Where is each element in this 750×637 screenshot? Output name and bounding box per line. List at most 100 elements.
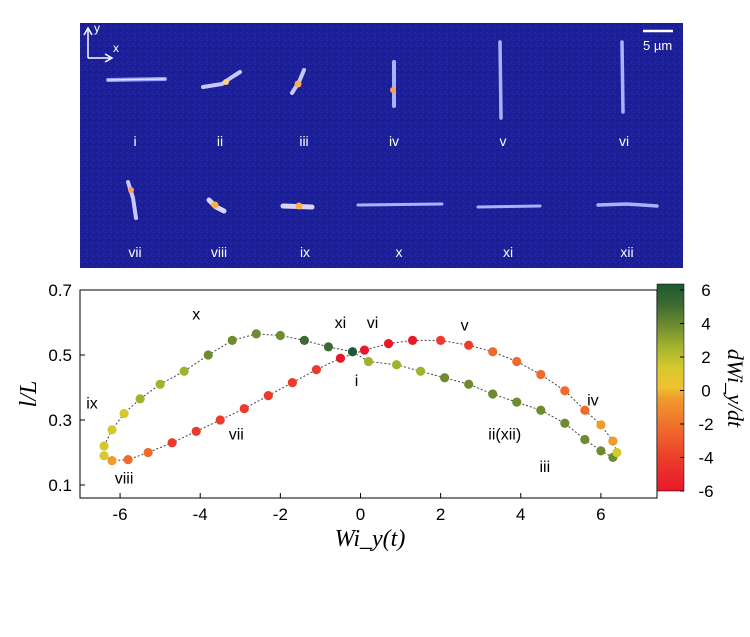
data-point xyxy=(203,350,213,360)
frame-label: xii xyxy=(620,244,633,260)
frame-label: x xyxy=(396,244,403,260)
frame-labels-row2: vii viii ix x xi xii xyxy=(128,244,633,260)
data-point xyxy=(407,335,418,345)
axes-indicator xyxy=(83,26,114,63)
data-point xyxy=(383,339,394,349)
data-point xyxy=(560,418,570,428)
axis-x-letter: x xyxy=(113,41,119,55)
frame-label: vi xyxy=(619,133,629,149)
data-point xyxy=(107,425,117,435)
frame-label: ix xyxy=(300,244,310,260)
data-point xyxy=(596,420,606,430)
strand-vi xyxy=(620,40,625,114)
axis-y-letter: y xyxy=(94,21,100,35)
data-point xyxy=(440,373,450,383)
data-point xyxy=(179,366,189,376)
data-point xyxy=(311,365,322,375)
x-tick-label: 0 xyxy=(356,505,365,524)
point-annotation: xi xyxy=(335,315,347,332)
data-point xyxy=(580,405,590,415)
scale-bar-label: 5 µm xyxy=(643,38,672,53)
colorbar: -6 -4 -2 0 2 4 6 dWi_y/dt xyxy=(656,281,748,501)
x-tick-label: -2 xyxy=(273,505,288,524)
data-point xyxy=(275,330,285,341)
polymer-strands xyxy=(106,40,659,220)
data-point xyxy=(612,447,622,458)
data-point xyxy=(488,389,498,399)
data-point xyxy=(135,394,145,404)
x-tick-label: 4 xyxy=(516,505,525,524)
point-annotation: viii xyxy=(115,470,134,487)
data-point xyxy=(263,391,273,401)
frame-label: vii xyxy=(128,244,141,260)
data-point xyxy=(215,415,225,425)
point-annotation: ii(xii) xyxy=(488,427,521,444)
data-point xyxy=(323,342,334,352)
colorbar-gradient xyxy=(656,283,685,492)
trajectory-line xyxy=(103,333,618,462)
data-point xyxy=(155,379,165,389)
data-point xyxy=(107,456,117,466)
data-point xyxy=(119,408,129,419)
data-point xyxy=(227,335,237,345)
y-axis-label: l/L xyxy=(16,381,42,408)
data-point xyxy=(512,397,522,407)
colorbar-label: dWi_y/dt xyxy=(723,349,748,428)
data-point xyxy=(287,378,297,388)
plot-panel: -6 -4 -2 0 2 4 6 0.10.30.50.7 xxi vi viixviiviii… xyxy=(16,281,658,552)
point-annotation: v xyxy=(461,318,469,335)
x-arrow-head xyxy=(104,53,114,63)
colorbar-tick-label: -4 xyxy=(698,449,713,468)
x-axis-label: Wi_y(t) xyxy=(335,526,406,552)
data-point xyxy=(363,356,374,367)
data-point xyxy=(99,451,109,461)
data-point xyxy=(299,335,309,345)
data-point xyxy=(536,405,546,415)
frame-label: xi xyxy=(503,244,513,260)
strand-v xyxy=(498,40,503,120)
colorbar-tick-label: 2 xyxy=(701,348,710,367)
data-point xyxy=(143,447,153,458)
data-point xyxy=(464,379,474,389)
micrograph-panel: y x 5 µm i ii xyxy=(80,21,683,268)
data-point xyxy=(512,356,522,367)
colorbar-tick-label: -6 xyxy=(698,482,713,501)
data-point xyxy=(335,353,346,363)
frame-label: viii xyxy=(211,244,227,260)
strand-xii xyxy=(596,202,659,208)
y-arrow-head xyxy=(83,26,93,36)
data-point xyxy=(251,329,261,339)
point-annotation: x xyxy=(192,306,200,323)
point-annotation: vii xyxy=(229,427,244,444)
frame-label: i xyxy=(133,133,136,149)
point-annotation: vi xyxy=(367,315,379,332)
frame-label: v xyxy=(500,133,507,149)
data-point xyxy=(436,335,446,345)
colorbar-tick-label: 6 xyxy=(701,281,710,300)
micrograph-background xyxy=(80,23,683,268)
y-axis-ticks: 0.1 0.3 0.5 0.7 xyxy=(48,281,85,495)
data-point xyxy=(560,386,570,396)
data-point xyxy=(536,369,546,380)
colorbar-tick-label: 4 xyxy=(701,315,710,334)
strand-x xyxy=(356,202,444,207)
x-tick-label: 6 xyxy=(596,505,605,524)
colorbar-tick-label: 0 xyxy=(701,382,710,401)
data-point xyxy=(596,446,606,456)
point-annotation: iii xyxy=(539,459,550,476)
data-point xyxy=(167,438,177,448)
data-point xyxy=(239,404,249,414)
frame-labels-row1: i ii iii iv v vi xyxy=(133,133,629,149)
colorbar-tick-label: -2 xyxy=(698,415,713,434)
point-annotation: ix xyxy=(86,396,98,413)
x-axis-ticks: -6 -4 -2 0 2 4 6 xyxy=(113,493,606,524)
data-points xyxy=(99,329,622,466)
strand-xi xyxy=(476,204,542,209)
data-point xyxy=(608,436,618,446)
data-point xyxy=(123,455,133,465)
y-tick-label: 0.5 xyxy=(48,346,72,365)
data-point xyxy=(391,360,402,370)
data-point xyxy=(347,347,358,357)
